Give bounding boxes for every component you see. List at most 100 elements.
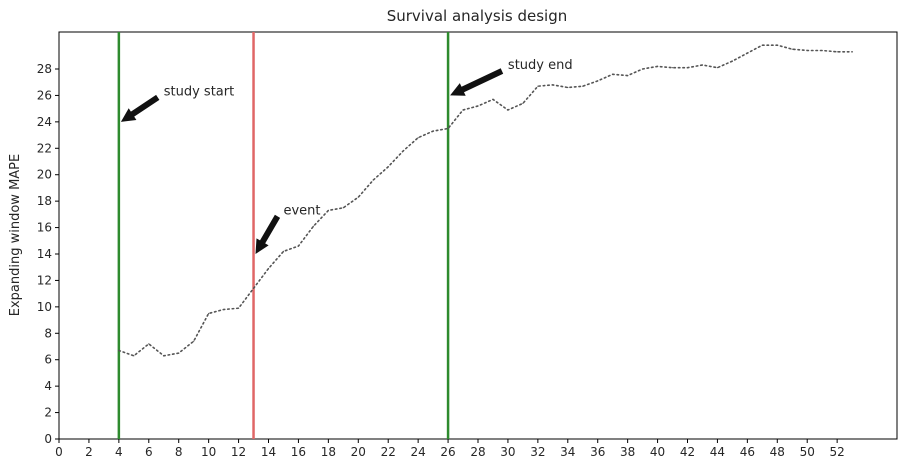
data-point-5 [193,340,195,342]
x-tick-label-40: 40 [650,445,665,459]
data-point-29 [552,84,554,86]
y-tick-label-6: 6 [44,353,52,367]
x-tick-label-32: 32 [530,445,545,459]
y-tick-label-2: 2 [44,406,52,420]
x-tick-label-18: 18 [321,445,336,459]
data-point-38 [686,67,689,69]
y-tick-label-20: 20 [37,168,52,182]
x-tick-label-34: 34 [560,445,575,459]
y-tick-label-26: 26 [37,88,52,102]
y-tick-label-16: 16 [37,221,52,235]
x-tick-label-24: 24 [411,445,426,459]
y-tick-label-8: 8 [44,326,52,340]
y-tick-label-12: 12 [37,273,52,287]
x-tick-label-44: 44 [710,445,725,459]
y-tick-label-18: 18 [37,194,52,208]
x-tick-label-26: 26 [440,445,455,459]
data-point-39 [701,64,704,66]
data-point-11 [282,250,285,252]
annotation-label-2: study end [508,58,573,73]
x-tick-label-0: 0 [55,445,63,459]
data-point-40 [716,67,719,69]
series-line-0 [118,44,853,357]
data-point-45 [791,48,793,50]
data-point-17 [372,179,374,181]
data-point-13 [312,225,314,227]
data-point-30 [567,86,569,89]
data-point-24 [477,105,479,107]
data-point-0 [118,349,120,352]
x-tick-label-22: 22 [381,445,396,459]
data-point-31 [582,85,584,87]
x-tick-label-38: 38 [620,445,635,459]
data-point-43 [761,44,763,46]
data-point-49 [851,51,853,53]
x-tick-label-30: 30 [500,445,515,459]
y-tick-label-22: 22 [37,141,52,155]
data-point-19 [402,150,404,152]
data-point-12 [297,245,300,247]
y-tick-label-24: 24 [37,115,52,129]
data-point-15 [342,207,344,209]
data-point-26 [507,109,509,111]
x-tick-label-4: 4 [115,445,123,459]
annotation-arrow-1 [255,214,281,254]
x-tick-label-46: 46 [740,445,755,459]
data-point-3 [163,355,165,357]
data-point-4 [178,352,180,354]
x-tick-label-20: 20 [351,445,366,459]
data-point-7 [223,308,225,311]
data-point-2 [148,343,150,345]
data-point-25 [492,98,494,100]
y-tick-label-0: 0 [44,432,52,446]
data-point-16 [357,196,359,198]
chart-title: Survival analysis design [387,7,568,25]
plot-area: 0 2 4 6 8 10 12 14 16 18 20 22 24 26 28 30 32 34 36 38 40 42 4… [37,31,898,459]
data-point-48 [836,51,838,53]
y-tick-label-4: 4 [44,379,52,393]
x-tick-label-50: 50 [800,445,815,459]
data-point-21 [432,130,434,132]
data-point-47 [821,49,823,52]
data-point-6 [208,312,210,315]
data-point-36 [656,65,659,67]
annotation-arrow-0 [120,94,160,122]
data-point-18 [387,166,389,168]
x-tick-label-14: 14 [261,445,276,459]
x-tick-label-2: 2 [85,445,93,459]
y-tick-label-10: 10 [37,300,52,314]
data-point-35 [642,68,644,70]
data-point-33 [612,73,614,75]
data-point-28 [537,85,539,87]
x-tick-label-28: 28 [470,445,485,459]
data-point-41 [731,60,733,62]
data-point-37 [671,67,674,69]
x-tick-label-12: 12 [231,445,246,459]
annotation-label-1: event [283,203,320,218]
data-point-34 [627,75,629,77]
y-tick-label-14: 14 [37,247,52,261]
x-tick-label-48: 48 [770,445,785,459]
data-point-27 [522,102,524,104]
data-point-44 [776,44,778,46]
data-point-46 [806,49,808,52]
data-point-8 [237,307,240,309]
y-tick-label-28: 28 [37,62,52,76]
data-point-42 [746,52,748,54]
x-tick-label-10: 10 [201,445,216,459]
data-point-20 [417,137,419,139]
annotation-arrow-2 [450,68,504,96]
data-point-10 [267,267,270,270]
y-axis-label: Expanding window MAPE [8,154,23,316]
data-point-9 [252,287,255,289]
data-point-23 [462,109,464,111]
data-point-14 [327,209,329,211]
data-point-1 [133,355,135,357]
data-point-22 [447,127,449,130]
x-tick-label-52: 52 [830,445,845,459]
x-tick-label-42: 42 [680,445,695,459]
x-tick-label-6: 6 [145,445,153,459]
x-tick-label-8: 8 [175,445,183,459]
x-tick-label-16: 16 [291,445,306,459]
